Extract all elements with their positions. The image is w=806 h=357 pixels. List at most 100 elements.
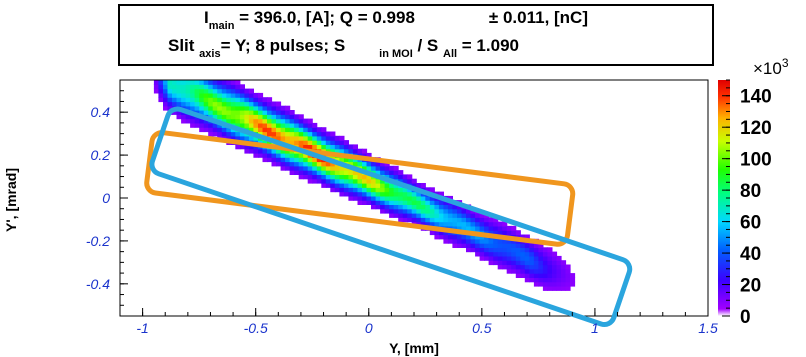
heatmap-cell bbox=[524, 243, 530, 248]
y-tick-label: -0.2 bbox=[86, 233, 110, 249]
heatmap-cell bbox=[316, 178, 322, 184]
heatmap-cell bbox=[497, 230, 503, 236]
heatmap-cell bbox=[190, 114, 196, 120]
heatmap-cell bbox=[348, 191, 354, 197]
heatmap-cell bbox=[416, 208, 422, 214]
heatmap-cell bbox=[352, 191, 358, 197]
heatmap-cell bbox=[461, 217, 467, 223]
heatmap-cell bbox=[185, 97, 191, 103]
info-line-1: Imain = 396.0, [A]; Q = 0.998 ± 0.011, [n… bbox=[204, 8, 588, 32]
heatmap-cell bbox=[398, 178, 404, 184]
heatmap-cell bbox=[461, 221, 467, 227]
heatmap-cell bbox=[298, 127, 304, 133]
heatmap-cell bbox=[452, 208, 458, 214]
heatmap-cell bbox=[475, 243, 481, 248]
heatmap-cell bbox=[520, 234, 526, 240]
info-box: Imain = 396.0, [A]; Q = 0.998 ± 0.011, [n… bbox=[118, 4, 714, 66]
heatmap-cell bbox=[285, 127, 291, 133]
heatmap-cell bbox=[230, 92, 236, 98]
heatmap-cell bbox=[533, 247, 539, 253]
heatmap-cell bbox=[493, 251, 499, 257]
heatmap-cell bbox=[271, 148, 277, 154]
heatmap-cell bbox=[285, 110, 291, 115]
heatmap-cell bbox=[217, 80, 223, 85]
heatmap-cell bbox=[452, 204, 458, 210]
heatmap-cell bbox=[533, 251, 539, 257]
heatmap-cell bbox=[203, 84, 209, 90]
heatmap-cell bbox=[235, 135, 241, 141]
heatmap-cell bbox=[271, 114, 277, 120]
heatmap-cell bbox=[538, 268, 544, 274]
heatmap-cell bbox=[253, 152, 259, 158]
heatmap-cell bbox=[303, 135, 309, 141]
heatmap-cell bbox=[357, 195, 363, 201]
current-sub: main bbox=[208, 20, 235, 32]
heatmap-cell bbox=[529, 243, 535, 248]
heatmap-cell bbox=[217, 127, 223, 133]
heatmap-cell bbox=[298, 140, 304, 145]
heatmap-cell bbox=[289, 165, 295, 171]
heatmap-cell bbox=[289, 110, 295, 115]
heatmap-cell bbox=[185, 114, 191, 120]
heatmap-cell bbox=[321, 174, 327, 180]
heatmap-cell bbox=[321, 183, 327, 188]
heatmap-cell bbox=[307, 118, 313, 124]
heatmap-cell bbox=[533, 273, 539, 278]
heatmap-cell bbox=[556, 286, 562, 291]
heatmap-cell bbox=[298, 118, 304, 124]
heatmap-cell bbox=[199, 80, 205, 85]
heatmap-cell bbox=[280, 131, 286, 137]
heatmap-cell bbox=[375, 170, 381, 175]
heatmap-cell bbox=[380, 200, 386, 205]
heatmap-cell bbox=[267, 114, 273, 120]
heatmap-cell bbox=[524, 268, 530, 274]
heatmap-cell bbox=[511, 255, 517, 261]
heatmap-cell bbox=[163, 88, 169, 94]
heatmap-cell bbox=[244, 92, 250, 98]
heatmap-cell bbox=[194, 88, 200, 94]
heatmap-cell bbox=[515, 251, 521, 257]
heatmap-cell bbox=[321, 127, 327, 133]
heatmap-cell bbox=[208, 97, 214, 103]
heatmap-cell bbox=[289, 161, 295, 167]
heatmap-cell bbox=[425, 195, 431, 201]
heatmap-cell bbox=[199, 105, 205, 111]
heatmap-cell bbox=[375, 183, 381, 188]
heatmap-cell bbox=[425, 204, 431, 210]
heatmap-cell bbox=[393, 183, 399, 188]
heatmap-cell bbox=[212, 110, 218, 115]
heatmap-cell bbox=[285, 131, 291, 137]
heatmap-cell bbox=[262, 101, 268, 107]
heatmap-cell bbox=[226, 105, 232, 111]
heatmap-cell bbox=[362, 191, 368, 197]
heatmap-cell bbox=[176, 97, 182, 103]
heatmap-cell bbox=[438, 234, 444, 240]
heatmap-cell bbox=[194, 105, 200, 111]
heatmap-cell bbox=[235, 110, 241, 115]
heatmap-cell bbox=[380, 161, 386, 167]
heatmap-cell bbox=[244, 110, 250, 115]
heatmap-cell bbox=[208, 101, 214, 107]
heatmap-cell bbox=[190, 97, 196, 103]
heatmap-cell bbox=[343, 140, 349, 145]
colorbar bbox=[718, 80, 730, 316]
heatmap-cell bbox=[203, 110, 209, 115]
heatmap-cell bbox=[547, 247, 553, 253]
y-axis-label: Y', [mrad] bbox=[3, 168, 19, 232]
heatmap-cell bbox=[230, 84, 236, 90]
heatmap-cell bbox=[303, 157, 309, 163]
heatmap-cell bbox=[158, 84, 164, 90]
heatmap-cell bbox=[366, 152, 372, 158]
heatmap-cell bbox=[389, 183, 395, 188]
heatmap-cell bbox=[416, 183, 422, 188]
heatmap-cell bbox=[542, 277, 548, 283]
heatmap-cell bbox=[280, 118, 286, 124]
heatmap-cell bbox=[493, 260, 499, 266]
heatmap-cell bbox=[289, 140, 295, 145]
heatmap-cell bbox=[434, 221, 440, 227]
heatmap-cell bbox=[289, 135, 295, 141]
heatmap-cell bbox=[230, 135, 236, 141]
heatmap-cell bbox=[339, 135, 345, 141]
heatmap-cell bbox=[235, 105, 241, 111]
heatmap-cell bbox=[167, 97, 173, 103]
